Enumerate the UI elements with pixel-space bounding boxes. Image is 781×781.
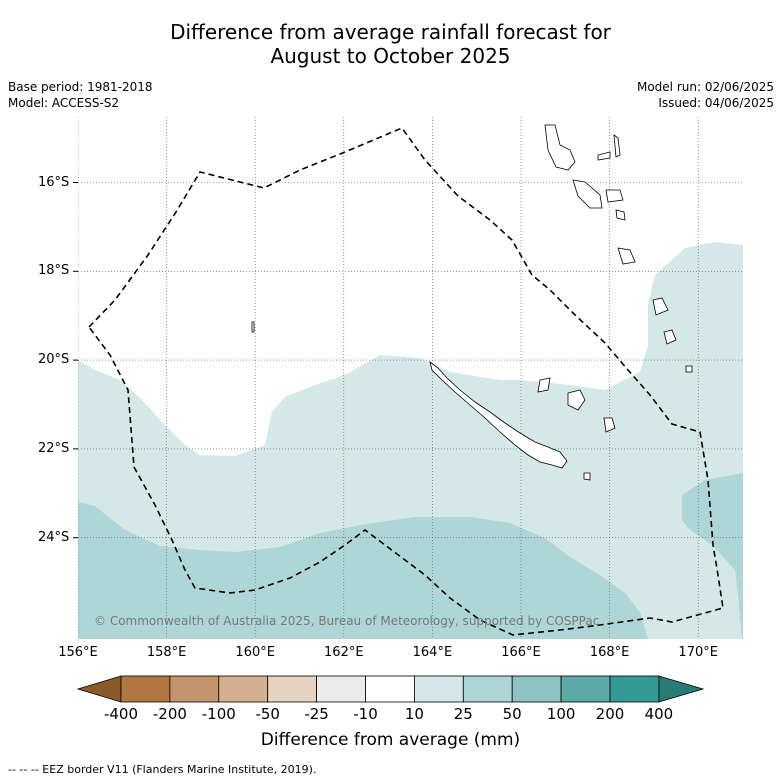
lon-label: 162°E bbox=[324, 645, 364, 660]
loyalty-east-3 bbox=[685, 365, 693, 373]
colorbar-tick-label: -400 bbox=[103, 705, 139, 723]
colorbar-title: Difference from average (mm) bbox=[260, 730, 521, 750]
colorbar-segment bbox=[365, 675, 415, 703]
chart-title: Difference from average rainfall forecas… bbox=[0, 20, 781, 68]
new-caledonia-coast bbox=[429, 361, 568, 469]
colorbar-segment bbox=[267, 675, 318, 703]
colorbar-segment bbox=[218, 675, 269, 703]
colorbar-tick-label: -50 bbox=[255, 705, 280, 723]
loyalty-east-2 bbox=[663, 329, 677, 345]
colorbar-tick-label: -100 bbox=[201, 705, 236, 723]
meta-right: Model run: 02/06/2025 Issued: 04/06/2025 bbox=[637, 79, 774, 111]
colorbar-tick-label: 10 bbox=[404, 705, 424, 723]
model-run: Model run: 02/06/2025 bbox=[636, 80, 774, 94]
loyalty-islands-3 bbox=[603, 417, 616, 433]
lon-label: 166°E bbox=[501, 645, 541, 660]
vanuatu-south-1 bbox=[617, 247, 636, 265]
lat-label: 24°S bbox=[38, 529, 70, 545]
colorbar-tick-label: 100 bbox=[546, 705, 576, 723]
vanuatu-north-1 bbox=[544, 124, 576, 171]
colorbar-segment bbox=[609, 675, 660, 703]
eez-footnote: -- -- -- EEZ border V11 (Flanders Marine… bbox=[8, 763, 317, 776]
axis-ticks bbox=[73, 182, 78, 539]
loyalty-islands bbox=[537, 377, 551, 393]
colorbar-segment bbox=[560, 675, 611, 703]
vanuatu-north-3 bbox=[613, 134, 621, 158]
isle-of-pines bbox=[583, 472, 591, 481]
rainfall-band-25-50-south bbox=[78, 502, 648, 639]
lon-label: 160°E bbox=[235, 645, 275, 660]
meta-left: Base period: 1981-2018 Model: ACCESS-S2 bbox=[8, 79, 153, 111]
coastlines bbox=[251, 124, 693, 481]
colorbar-tick-label: -25 bbox=[304, 705, 329, 723]
colorbar-segment bbox=[413, 675, 464, 703]
model-name: Model: ACCESS-S2 bbox=[8, 96, 120, 110]
lon-label: 156°E bbox=[58, 645, 98, 660]
rainfall-band-25-50-east bbox=[682, 473, 743, 639]
colorbar-extend-low bbox=[76, 675, 122, 703]
colorbar-tick-label: 200 bbox=[595, 705, 625, 723]
vanuatu-mid-2 bbox=[605, 189, 624, 203]
lat-label: 16°S bbox=[38, 174, 70, 190]
colorbar-tick-label: 50 bbox=[502, 705, 522, 723]
colorbar-tick-label: 25 bbox=[453, 705, 473, 723]
lon-label: 168°E bbox=[589, 645, 630, 660]
issued-date: Issued: 04/06/2025 bbox=[658, 96, 774, 110]
chesterfield-islet bbox=[251, 321, 255, 333]
vanuatu-mid-1 bbox=[572, 179, 603, 209]
lat-label: 22°S bbox=[38, 440, 70, 456]
title-line-2: August to October 2025 bbox=[270, 44, 511, 68]
loyalty-east-1 bbox=[652, 297, 669, 316]
vanuatu-north-2 bbox=[597, 151, 611, 161]
colorbar-segment bbox=[511, 675, 562, 703]
loyalty-islands-2 bbox=[567, 389, 586, 411]
colorbar-segment bbox=[169, 675, 220, 703]
map-area bbox=[78, 117, 743, 639]
vanuatu-mid-3 bbox=[615, 209, 626, 221]
gridlines bbox=[78, 117, 743, 639]
colorbar-segment bbox=[316, 675, 366, 703]
colorbar bbox=[76, 675, 705, 703]
eez-border bbox=[87, 127, 724, 636]
colorbar-tick-label: 400 bbox=[644, 705, 674, 723]
lon-label: 170°E bbox=[678, 645, 718, 660]
rainfall-band-10-25 bbox=[78, 242, 743, 639]
colorbar-extend-high bbox=[658, 675, 705, 703]
lat-label: 18°S bbox=[38, 263, 70, 279]
lon-label: 158°E bbox=[146, 645, 187, 660]
copyright-notice: © Commonwealth of Australia 2025, Bureau… bbox=[94, 614, 600, 628]
lat-label: 20°S bbox=[38, 352, 70, 368]
colorbar-segment bbox=[462, 675, 513, 703]
colorbar-tick-label: -10 bbox=[353, 705, 378, 723]
colorbar-tick-label: -200 bbox=[152, 705, 187, 723]
base-period: Base period: 1981-2018 bbox=[8, 80, 153, 94]
colorbar-segment bbox=[120, 675, 171, 703]
title-line-1: Difference from average rainfall forecas… bbox=[170, 20, 611, 44]
lon-label: 164°E bbox=[412, 645, 453, 660]
